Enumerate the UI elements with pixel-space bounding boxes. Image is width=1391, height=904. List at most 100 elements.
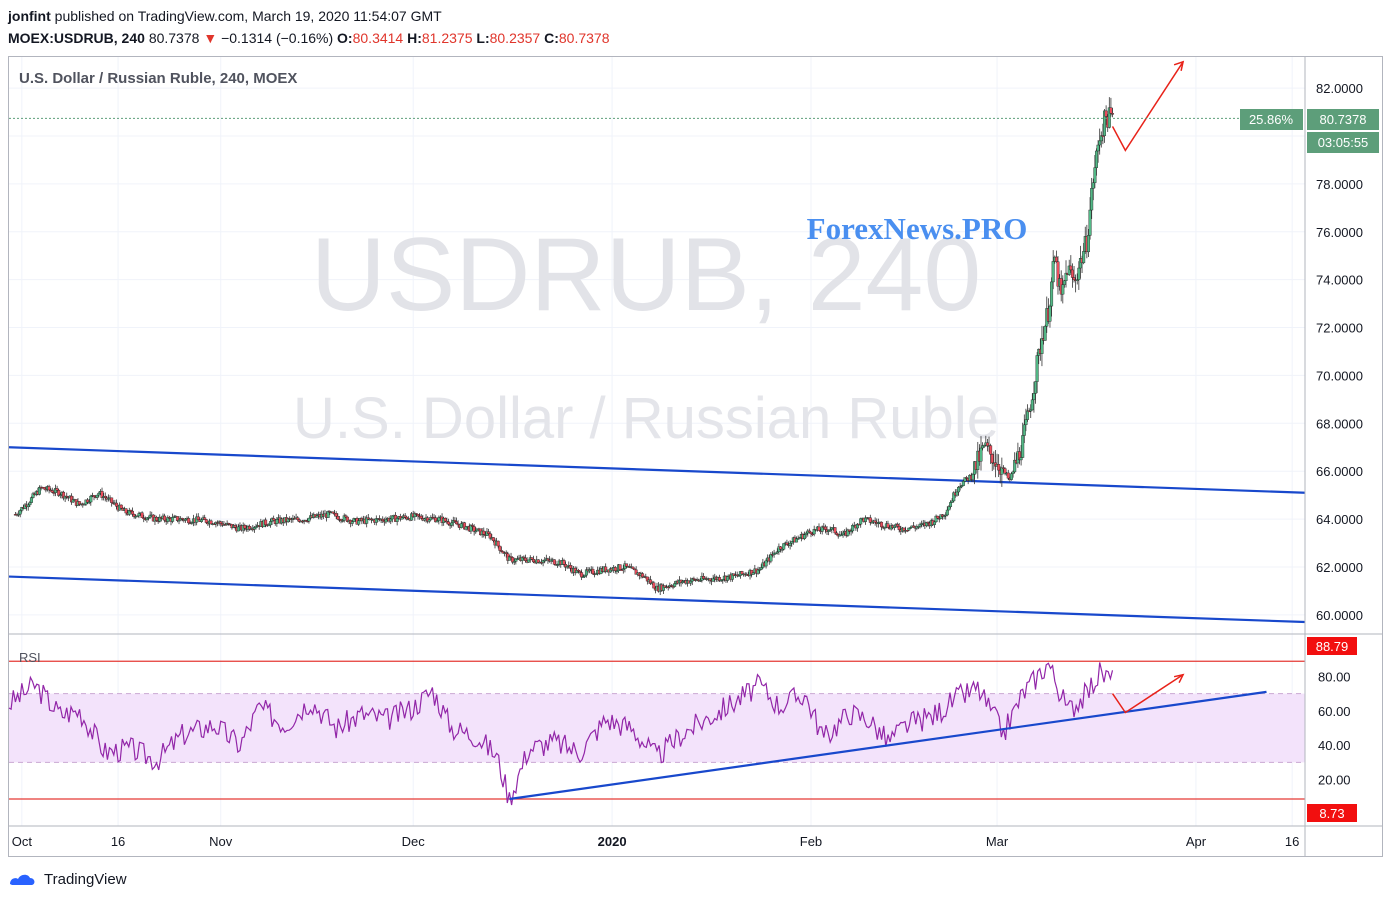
candle-body xyxy=(474,530,478,533)
candle-body xyxy=(634,569,638,575)
candle-body xyxy=(275,519,279,524)
candle-body xyxy=(450,522,454,526)
chart-frame[interactable] xyxy=(8,56,1383,857)
candle-body xyxy=(580,572,584,578)
candle-body xyxy=(365,517,369,524)
rsi-high-badge xyxy=(1307,637,1357,655)
candle-body xyxy=(989,445,993,455)
candle-body xyxy=(960,485,964,487)
rsi-low-text: 8.73 xyxy=(1319,806,1344,821)
candle-body xyxy=(726,576,730,581)
candle-body xyxy=(254,526,258,529)
candle-body xyxy=(864,517,868,522)
time-tick-label: Feb xyxy=(800,834,822,849)
candle-body xyxy=(1029,409,1033,412)
candle-body xyxy=(1035,355,1039,382)
candle-body xyxy=(961,481,965,486)
candle-body xyxy=(1064,272,1068,281)
candle-body xyxy=(140,512,144,518)
candle-body xyxy=(487,531,491,534)
candle-body xyxy=(618,564,622,570)
candle-body xyxy=(979,447,983,462)
candle-body xyxy=(209,520,213,525)
candle-body xyxy=(851,525,855,532)
trendlines-group xyxy=(8,446,1306,624)
candle-body xyxy=(37,486,41,495)
rsi-tick-label: 80.00 xyxy=(1318,669,1351,684)
candle-body xyxy=(947,506,951,511)
candle-body xyxy=(55,488,59,491)
candle-body xyxy=(1109,107,1113,114)
candle-body xyxy=(1069,265,1073,271)
candle-body xyxy=(661,585,665,591)
author-name[interactable]: jonfint xyxy=(8,8,51,24)
candle-body xyxy=(730,573,734,580)
candle-body xyxy=(357,520,361,525)
channel-line xyxy=(8,446,1306,494)
candle-body xyxy=(384,519,388,523)
candle-body xyxy=(243,525,247,529)
candle-body xyxy=(89,495,93,503)
price-tick-label: 78.0000 xyxy=(1316,177,1363,192)
candle-body xyxy=(437,517,441,521)
candle-body xyxy=(1034,381,1038,394)
candle-body xyxy=(950,500,954,503)
candle-body xyxy=(429,517,433,521)
candle-body xyxy=(934,515,938,523)
candle-body xyxy=(795,538,799,543)
candle-body xyxy=(95,494,99,498)
candle-body xyxy=(344,515,348,518)
candle-body xyxy=(1077,267,1081,280)
candle-body xyxy=(817,526,821,531)
brand-overlay: ForexNews.PRO xyxy=(807,211,1028,246)
candle-body xyxy=(835,532,839,535)
candle-body xyxy=(28,502,32,506)
candle-body xyxy=(1022,424,1026,436)
candle-body xyxy=(708,578,712,581)
candle-body xyxy=(78,501,82,505)
candle-body xyxy=(103,496,107,499)
candle-body xyxy=(389,518,393,522)
rsi-arrowhead xyxy=(1173,673,1185,684)
price-percent-badge xyxy=(1240,109,1303,130)
candle-body xyxy=(1091,182,1095,189)
candle-body xyxy=(455,521,459,525)
candle-body xyxy=(873,520,877,523)
tradingview-logo-icon xyxy=(10,874,35,885)
candle-body xyxy=(652,582,656,589)
price-tick-label: 82.0000 xyxy=(1316,81,1363,96)
candle-body xyxy=(625,563,629,567)
price-tick-label: 62.0000 xyxy=(1316,560,1363,575)
footer-brand[interactable]: TradingView xyxy=(44,870,127,888)
candle-body xyxy=(307,517,311,522)
candle-body xyxy=(568,565,572,569)
candle-body xyxy=(264,519,268,525)
candle-body xyxy=(641,573,645,578)
candle-body xyxy=(530,557,534,560)
candle-body xyxy=(809,531,813,534)
candle-body xyxy=(1026,410,1030,420)
candle-body xyxy=(119,504,123,509)
candle-body xyxy=(1061,284,1065,295)
candle-body xyxy=(482,530,486,535)
candle-body xyxy=(803,534,807,539)
candle-body xyxy=(531,558,535,563)
candle-body xyxy=(1062,280,1066,285)
candle-body xyxy=(26,504,30,508)
candle-body xyxy=(718,577,722,581)
rsi-tick-label: 20.00 xyxy=(1318,773,1351,788)
candle-body xyxy=(578,570,582,573)
symbol-ohlc-line: MOEX:USDRUB, 240 80.7378 ▼ −0.1314 (−0.1… xyxy=(8,30,610,46)
candle-body xyxy=(163,515,167,521)
candle-body xyxy=(187,518,191,524)
candle-body xyxy=(527,559,531,563)
candle-body xyxy=(236,526,240,532)
candle-body xyxy=(443,518,447,522)
candles-group xyxy=(13,60,1185,596)
publish-meta: published on TradingView.com, March 19, … xyxy=(50,8,442,24)
rsi-support-line xyxy=(509,690,1267,801)
candle-body xyxy=(1021,435,1025,458)
rsi-tick-label: 40.00 xyxy=(1318,738,1351,753)
candle-body xyxy=(227,522,231,525)
